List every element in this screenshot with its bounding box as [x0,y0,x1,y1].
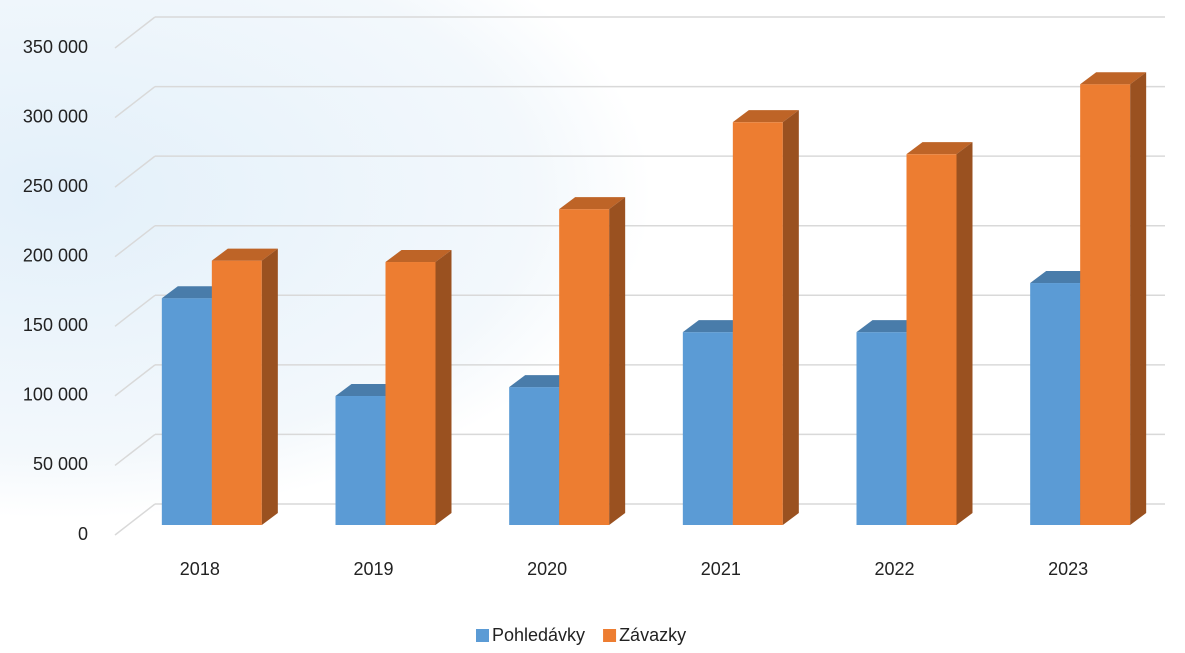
grid-diagonal [114,433,156,467]
grid-diagonal [114,364,156,397]
y-tick-label: 150 000 [23,315,88,335]
grid-diagonal [114,16,156,49]
bar-top [732,110,799,123]
y-tick-label: 100 000 [23,385,88,405]
bar-front [559,209,610,525]
bar-top [856,320,923,333]
grid-diagonal [114,503,156,536]
bar-front [509,387,560,525]
bar-front [385,262,436,525]
grid-diagonal [114,85,156,119]
legend-swatch [603,629,617,642]
legend-label: Pohledávky [492,625,585,645]
bar-top [161,286,228,299]
grid-diagonal [114,225,156,258]
bar-side [782,110,799,525]
grid-diagonal [114,155,156,188]
y-tick-label: 250 000 [23,176,88,196]
x-tick-label: 2022 [874,559,914,579]
bar-front [1080,84,1131,525]
bar-top [906,142,973,155]
y-tick-label: 0 [78,524,88,544]
y-tick-label: 200 000 [23,245,88,265]
x-tick-label: 2018 [180,559,220,579]
bar-side [435,250,452,525]
bar [211,248,278,525]
bar [385,250,452,525]
bar-side [261,248,278,525]
bar [732,110,799,525]
bar-top [211,248,278,261]
bar-front [906,154,957,526]
bar-front [682,332,733,525]
bar-front [335,396,386,525]
y-tick-label: 300 000 [23,106,88,126]
x-tick-label: 2020 [527,559,567,579]
bar-top [509,375,576,388]
bar-front [1030,283,1081,525]
bar [1080,72,1147,525]
legend-label: Závazky [619,625,686,645]
x-tick-label: 2021 [701,559,741,579]
bar-top [559,197,626,210]
bar-front [856,332,907,525]
bar-top [385,250,452,263]
bar-top [1030,271,1097,284]
bar-side [1130,72,1147,525]
bar-front [211,260,262,525]
bar-front [732,122,783,525]
y-tick-label: 50 000 [33,454,88,474]
bar [559,197,626,525]
bar-top [682,320,749,333]
bar [906,142,973,526]
bar-top [335,384,402,397]
bar-side [956,142,973,526]
bar [682,320,749,525]
bar-front [161,298,212,525]
y-tick-label: 350 000 [23,37,88,57]
grid-diagonal [114,294,156,327]
bar-side [609,197,626,525]
x-tick-label: 2023 [1048,559,1088,579]
bar-top [1080,72,1147,85]
legend-swatch [476,629,489,642]
x-tick-label: 2019 [353,559,393,579]
